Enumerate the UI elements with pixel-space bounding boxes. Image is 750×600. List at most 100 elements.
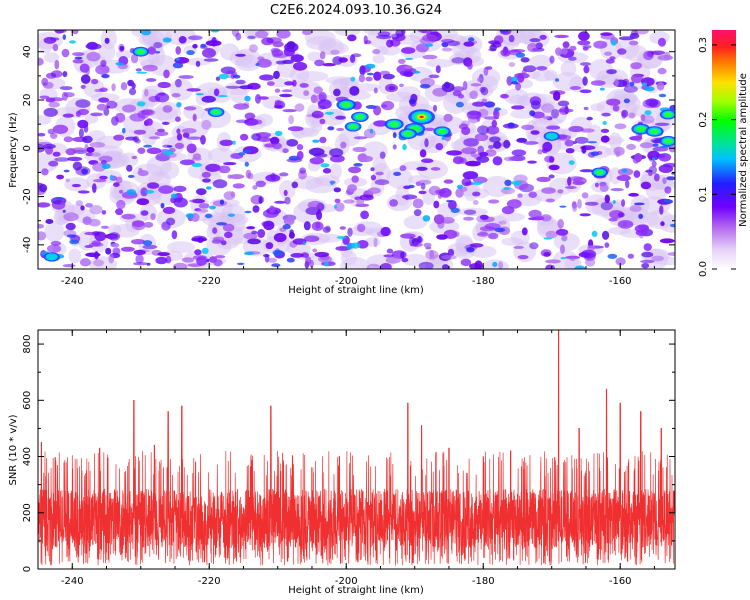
- spectrogram-frame: [37, 29, 676, 270]
- heatmap-speckle-blob: [579, 169, 594, 173]
- heatmap-speckle-blob: [488, 232, 499, 240]
- heatmap-speckle-blob: [192, 153, 202, 160]
- heatmap-fleck: [638, 213, 644, 219]
- heatmap-speckle-blob: [651, 160, 657, 168]
- heatmap-hotspot-core: [636, 126, 646, 132]
- heatmap-fleck: [272, 249, 283, 256]
- heatmap-speckle-blob: [424, 138, 429, 148]
- heatmap-speckle-blob: [136, 198, 150, 206]
- heatmap-speckle-blob: [296, 144, 304, 151]
- heatmap-speckle-blob: [554, 34, 569, 39]
- heatmap-speckle-blob: [606, 98, 621, 106]
- heatmap-speckle-blob: [255, 180, 266, 188]
- heatmap-fleck: [350, 76, 356, 82]
- heatmap-speckle-blob: [335, 246, 351, 251]
- heatmap-speckle-blob: [46, 244, 62, 253]
- heatmap-fleck: [330, 180, 334, 186]
- heatmap-speckle-blob: [259, 74, 274, 81]
- heatmap-fleck: [217, 95, 228, 98]
- heatmap-speckle-blob: [583, 106, 589, 111]
- heatmap-speckle-blob: [59, 86, 73, 91]
- heatmap-fleck: [201, 247, 209, 254]
- heatmap-speckle-blob: [248, 119, 263, 125]
- heatmap-speckle-blob: [614, 123, 627, 130]
- heatmap-speckle-blob: [143, 221, 154, 228]
- heatmap-speckle-blob: [667, 252, 675, 256]
- heatmap-speckle-blob: [307, 200, 323, 210]
- heatmap-speckle-blob: [380, 104, 388, 108]
- heatmap-speckle-blob: [517, 255, 529, 260]
- heatmap-speckle-blob: [564, 139, 574, 147]
- heatmap-speckle-blob: [273, 70, 280, 80]
- heatmap-speckle-blob: [142, 64, 158, 72]
- heatmap-fleck: [162, 37, 172, 43]
- heatmap-speckle-blob: [630, 62, 642, 70]
- heatmap-speckle-blob: [610, 188, 624, 192]
- heatmap-speckle-blob: [289, 229, 294, 235]
- heatmap-fleck: [468, 37, 475, 42]
- heatmap-speckle-blob: [651, 255, 664, 262]
- heatmap-speckle-blob: [433, 200, 440, 209]
- heatmap-speckle-blob: [448, 200, 457, 210]
- heatmap-fleck: [555, 78, 559, 82]
- heatmap-speckle-blob: [379, 151, 386, 159]
- heatmap-speckle-blob: [71, 183, 81, 188]
- heatmap-speckle-blob: [209, 256, 218, 263]
- heatmap-speckle-blob: [498, 261, 504, 269]
- heatmap-fleck: [255, 63, 260, 66]
- heatmap-fleck: [515, 52, 526, 58]
- heatmap-speckle-blob: [284, 81, 295, 86]
- heatmap-speckle-blob: [63, 92, 75, 98]
- heatmap-speckle-blob: [150, 213, 156, 221]
- heatmap-speckle-blob: [529, 242, 539, 250]
- heatmap-fleck: [162, 150, 174, 156]
- heatmap-speckle-blob: [582, 46, 589, 51]
- heatmap-fleck: [176, 57, 180, 61]
- heatmap-speckle-blob: [416, 166, 428, 171]
- figure-title: C2E6.2024.093.10.36.G24: [270, 3, 442, 18]
- heatmap-speckle-blob: [300, 252, 309, 258]
- heatmap-speckle-blob: [162, 206, 176, 214]
- heatmap-speckle-blob: [541, 187, 556, 194]
- heatmap-speckle-blob: [631, 73, 643, 84]
- heatmap-speckle-blob: [92, 183, 97, 194]
- heatmap-speckle-blob: [39, 184, 48, 193]
- heatmap-fleck: [127, 174, 135, 178]
- heatmap-speckle-blob: [376, 34, 392, 40]
- heatmap-speckle-blob: [80, 205, 85, 211]
- heatmap-speckle-blob: [45, 219, 54, 224]
- heatmap-speckle-blob: [602, 230, 610, 240]
- heatmap-speckle-blob: [292, 79, 297, 87]
- heatmap-fleck: [367, 72, 374, 76]
- heatmap-speckle-blob: [643, 243, 652, 251]
- heatmap-fleck: [350, 242, 361, 249]
- heatmap-speckle-blob: [517, 193, 523, 198]
- heatmap-fleck: [170, 193, 178, 199]
- heatmap-haze-blob: [234, 54, 262, 72]
- heatmap-speckle-blob: [569, 257, 576, 261]
- heatmap-speckle-blob: [38, 224, 45, 229]
- heatmap-fleck: [101, 163, 111, 170]
- heatmap-speckle-blob: [60, 201, 65, 205]
- heatmap-speckle-blob: [647, 150, 660, 161]
- heatmap-speckle-blob: [287, 126, 304, 132]
- heatmap-fleck: [286, 257, 295, 263]
- heatmap-speckle-blob: [229, 174, 245, 180]
- heatmap-speckle-blob: [301, 30, 313, 35]
- heatmap-speckle-blob: [508, 156, 524, 161]
- heatmap-speckle-blob: [386, 248, 394, 254]
- heatmap-speckle-blob: [111, 116, 119, 126]
- heatmap-speckle-blob: [255, 30, 269, 39]
- heatmap-speckle-blob: [255, 132, 272, 138]
- heatmap-speckle-blob: [80, 84, 86, 89]
- snr-y-label: SNR (10 * v/v): [8, 414, 19, 485]
- heatmap-speckle-blob: [662, 177, 667, 185]
- heatmap-speckle-blob: [358, 74, 365, 83]
- colorbar-tick-label: 0.2: [698, 112, 709, 128]
- heatmap-speckle-blob: [85, 203, 93, 208]
- heatmap-speckle-blob: [133, 262, 149, 266]
- heatmap-speckle-blob: [89, 205, 103, 215]
- heatmap-speckle-blob: [333, 88, 341, 97]
- heatmap-speckle-blob: [555, 47, 563, 56]
- heatmap-speckle-blob: [212, 236, 225, 242]
